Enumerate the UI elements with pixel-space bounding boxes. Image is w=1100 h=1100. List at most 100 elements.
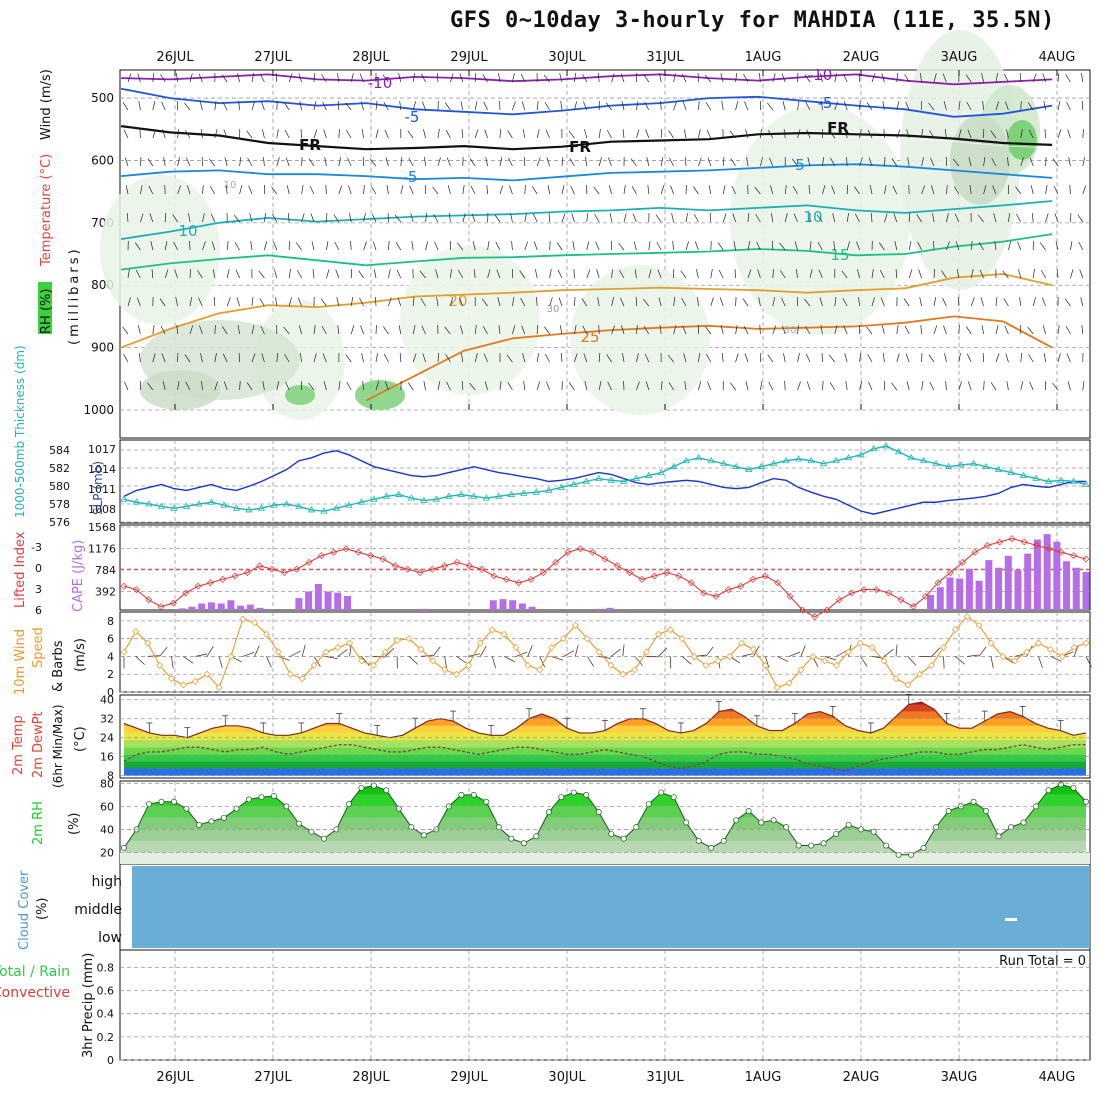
wind-barb — [384, 353, 389, 363]
wind10m-marker — [191, 677, 199, 685]
thickness-marker — [320, 507, 328, 514]
wind-barb — [448, 213, 451, 223]
lifted-marker — [231, 572, 239, 580]
wind-barb — [435, 269, 439, 279]
wind-barb — [919, 297, 922, 307]
x-tick-label-bottom: 29JUL — [450, 1070, 488, 1085]
wind-barb — [301, 185, 304, 195]
wind-barb — [682, 101, 687, 111]
wind-barb — [487, 269, 491, 279]
wind-barb — [970, 297, 975, 307]
ylabel-2m-temp: 2m Temp — [11, 715, 26, 775]
wind-barb — [522, 353, 526, 363]
wind-barb — [412, 353, 417, 363]
wind10m-marker — [453, 670, 461, 678]
wind-barb — [647, 185, 650, 195]
lifted-marker — [761, 572, 769, 580]
wind-barb — [879, 269, 885, 279]
wind-barb — [472, 241, 476, 251]
wind-barb — [804, 74, 811, 83]
wind-barb — [834, 297, 837, 307]
wind-barb — [857, 269, 860, 279]
wind-barb — [1069, 184, 1071, 195]
wind-barb — [595, 241, 600, 251]
wind-barb — [896, 129, 901, 139]
contour-label: FR — [299, 136, 321, 154]
wind-barb — [568, 382, 575, 391]
wind-barb — [946, 241, 950, 251]
wind-barb — [569, 158, 575, 167]
x-tick-label-bottom: 2AUG — [843, 1070, 880, 1085]
thickness-marker — [132, 498, 141, 505]
wind-barb — [1032, 73, 1037, 83]
thickness-marker — [195, 500, 203, 507]
wind-barb — [350, 240, 352, 251]
wind-barb — [636, 101, 639, 111]
lifted-cape-panel: 1568 1176 784 392 -3 0 3 6 Lifted Index CAPE (J/k… — [13, 521, 1090, 621]
wind-barb — [606, 354, 612, 363]
ylabel-precip: 3hr Precip (mm) — [81, 953, 96, 1058]
wind-barb — [831, 185, 836, 195]
wind-barb — [844, 129, 848, 139]
wind-barb — [1067, 381, 1071, 391]
wind-barb — [672, 241, 674, 251]
wind-barb — [908, 269, 913, 279]
thickness-marker — [894, 448, 903, 455]
wind-barb — [722, 157, 725, 167]
wind-barb — [1068, 157, 1071, 167]
wind10m-marker — [666, 626, 674, 634]
wind-barb — [524, 184, 526, 195]
wind-barb — [983, 380, 985, 391]
wind-barb — [980, 297, 984, 307]
wind10m-barb — [420, 655, 433, 657]
wind-barb — [163, 157, 166, 167]
wind-barb — [411, 241, 414, 251]
wind-barb — [1008, 213, 1010, 223]
wind-barb — [732, 213, 736, 223]
wind10m-barb — [990, 656, 994, 669]
wind-barb — [124, 157, 129, 167]
wind-barb — [559, 73, 563, 83]
wind-barb — [273, 241, 278, 251]
wind-barb — [593, 186, 600, 195]
wind-barb — [623, 185, 626, 195]
precip-tick-label: 0.4 — [97, 1008, 115, 1021]
x-tick-label-top: 3AUG — [941, 50, 978, 65]
wind10m-marker — [227, 652, 235, 660]
rh-marker — [608, 831, 615, 837]
precip-tick-label: 0.6 — [97, 985, 115, 998]
wind-barb — [559, 325, 563, 335]
wind-barb — [223, 381, 228, 391]
wind-barb — [546, 157, 550, 167]
thickness-marker — [694, 454, 703, 461]
temp-tick-label: 24 — [100, 732, 114, 745]
rh-marker — [320, 835, 327, 842]
wind-barb — [462, 213, 466, 223]
wind10m-barb — [242, 651, 255, 657]
lifted-marker — [1033, 541, 1041, 549]
wind-barb — [320, 298, 327, 307]
wind-barb — [1055, 241, 1059, 251]
wind-barb — [446, 381, 451, 391]
cape-bar — [518, 603, 526, 610]
wind10m-marker — [690, 652, 698, 660]
wind-barb — [136, 297, 141, 307]
rh-marker — [995, 833, 1002, 840]
thickness-marker — [220, 501, 228, 508]
wind-barb — [979, 269, 984, 279]
lifted-marker — [811, 613, 819, 621]
wind-barb — [226, 269, 230, 279]
wind-barb — [797, 381, 801, 391]
contour-label: 10 — [178, 222, 197, 240]
wind-barb — [324, 157, 327, 167]
wind-barb — [933, 268, 935, 279]
wind-barb — [917, 241, 922, 251]
x-tick-label-top: 2AUG — [843, 50, 880, 65]
contour-line — [120, 200, 1053, 240]
wind-barb — [945, 381, 947, 391]
thickness-marker — [332, 504, 341, 511]
wind-barb — [791, 158, 798, 167]
wind-barb — [421, 73, 426, 83]
wind-barb — [544, 326, 550, 335]
wind-barb — [299, 101, 302, 111]
